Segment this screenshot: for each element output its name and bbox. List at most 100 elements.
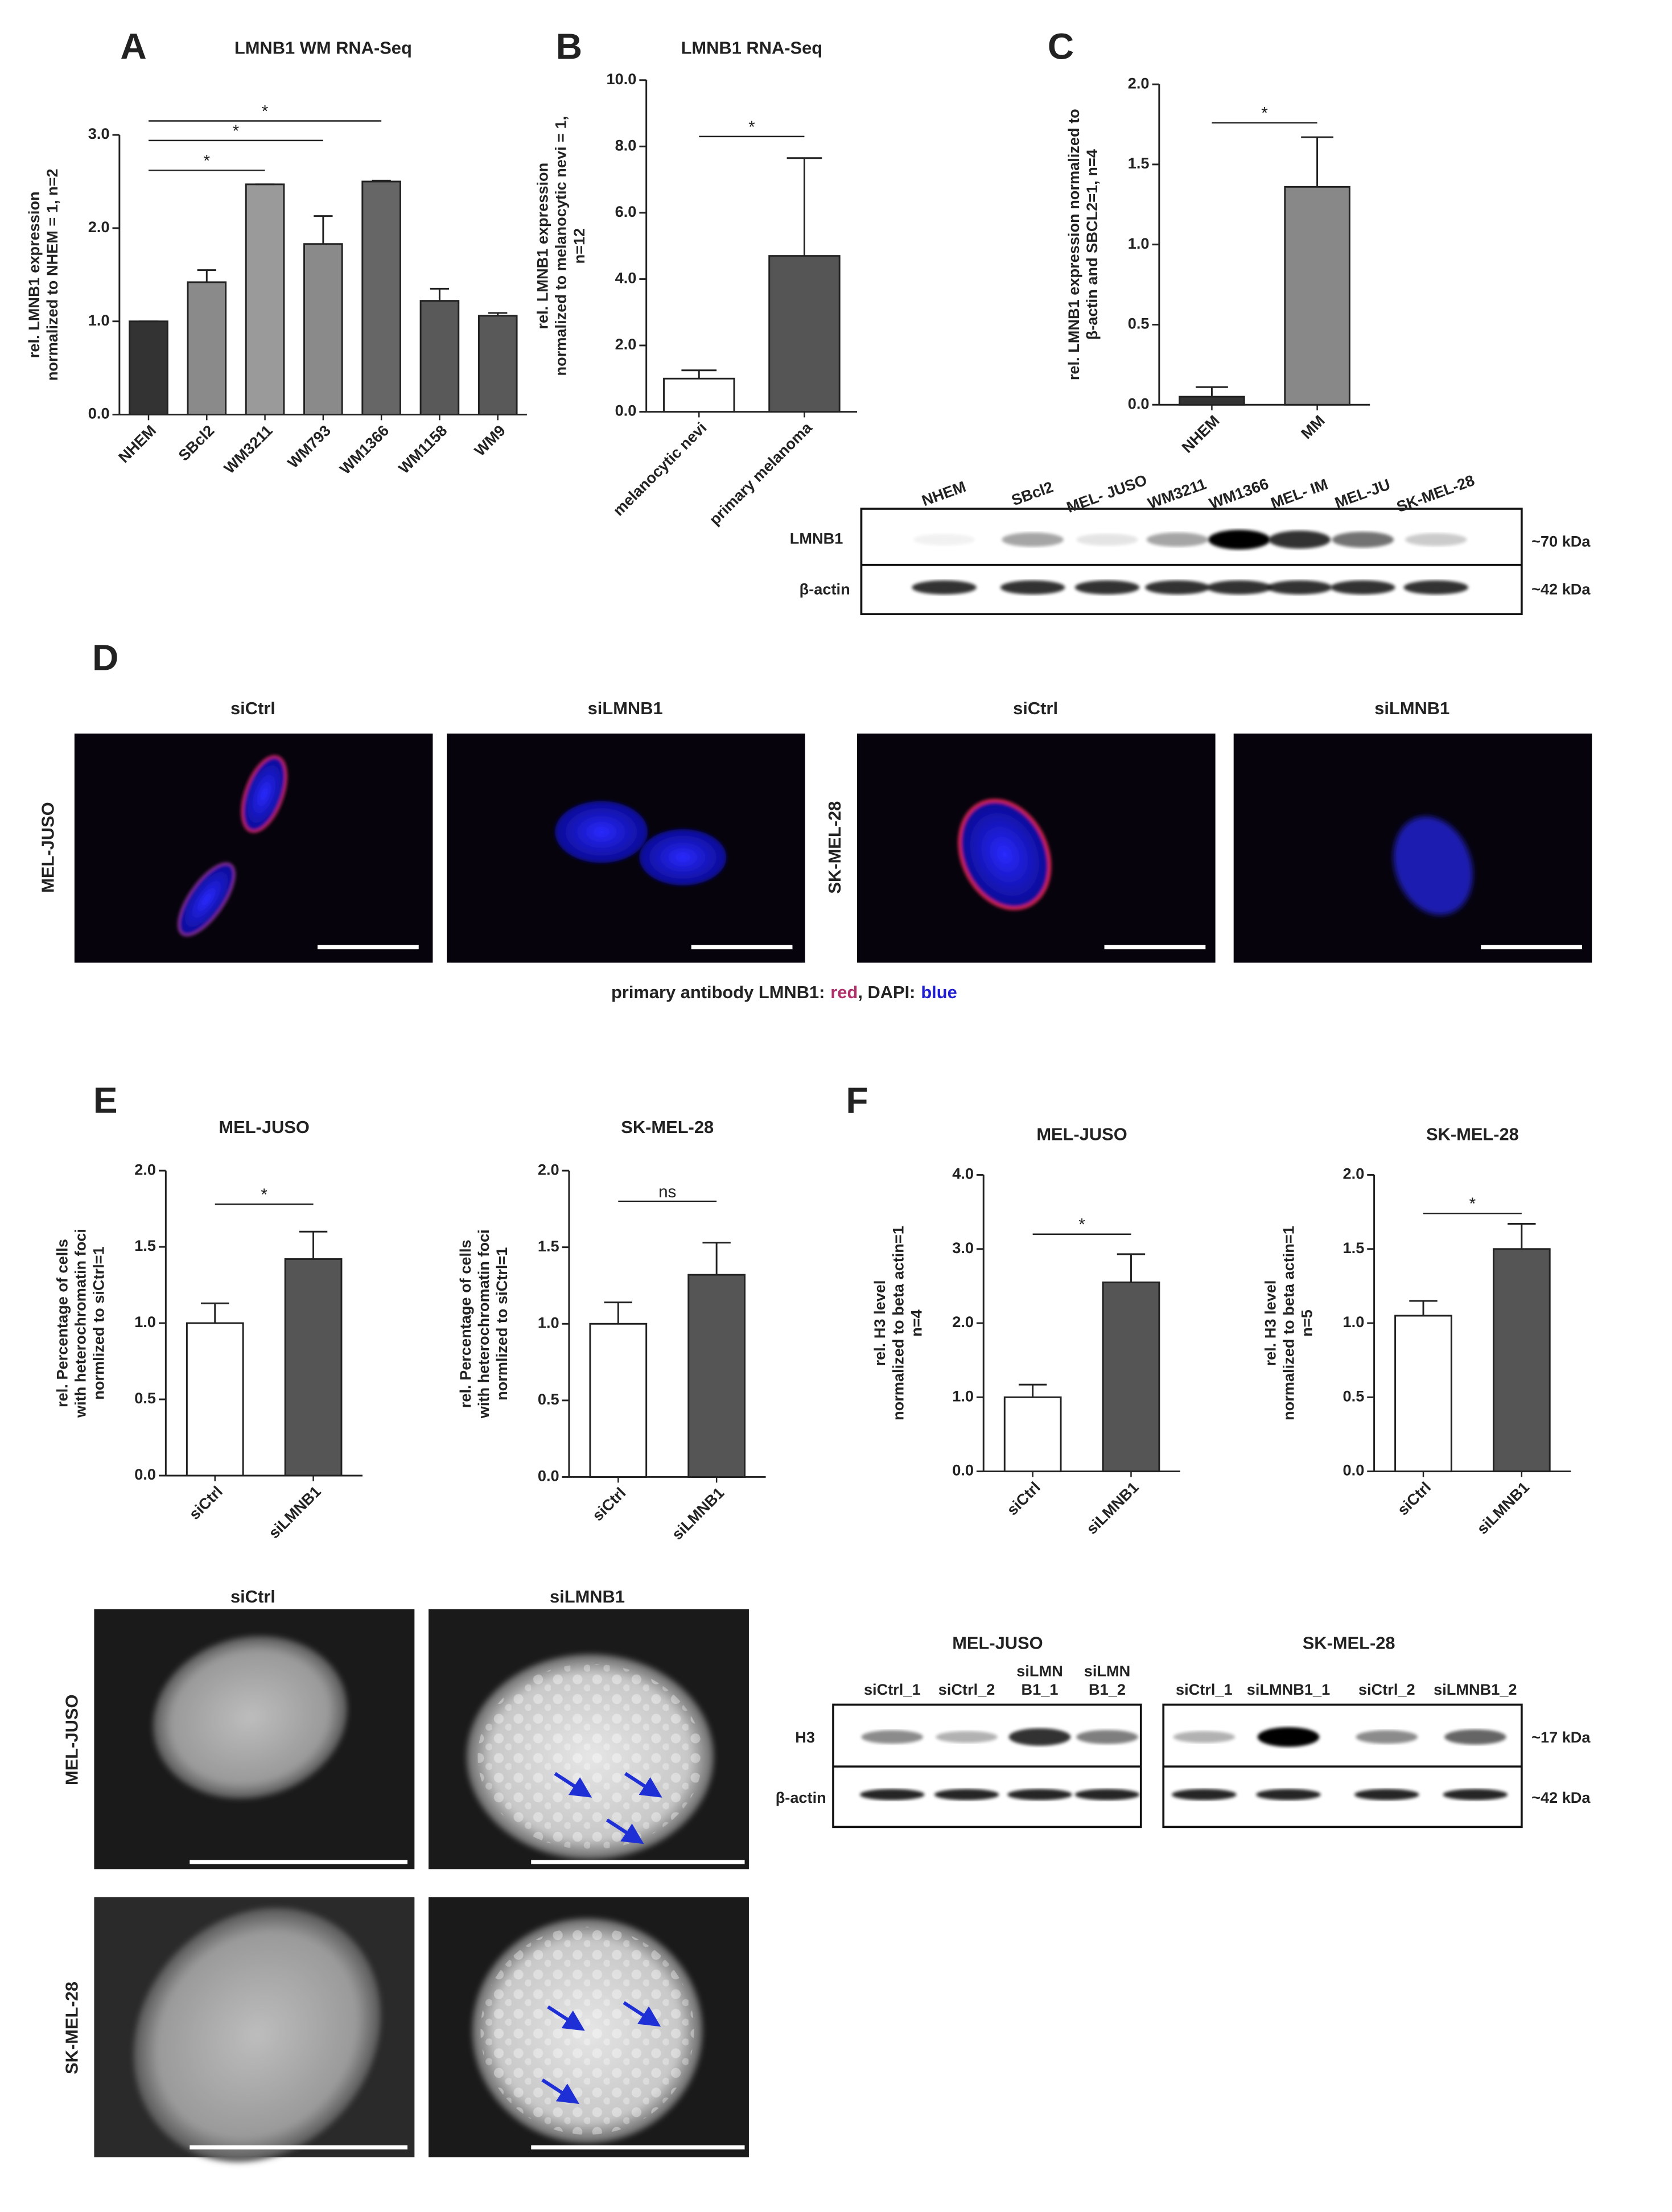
bar — [361, 180, 401, 415]
y-axis-label: normalized to beta actin=1 — [889, 1226, 907, 1420]
chart-title: LMNB1 RNA-Seq — [681, 38, 823, 58]
foci — [480, 1926, 694, 2135]
row-label: SK-MEL-28 — [62, 1982, 82, 2074]
y-tick-label: 0.5 — [134, 1389, 156, 1407]
row-label: β-actin — [776, 1789, 826, 1806]
y-axis-label: with heterochromatin foci — [475, 1229, 492, 1419]
y-tick-label: 2.0 — [538, 1160, 559, 1178]
significance-label: * — [1078, 1216, 1085, 1234]
bar — [186, 1322, 244, 1477]
foci — [477, 1663, 703, 1849]
x-tick-label: siCtrl — [1394, 1478, 1434, 1519]
lane-label: siCtrl_1 — [1176, 1680, 1233, 1698]
band — [1356, 1730, 1418, 1744]
x-tick-label: siLMNB1 — [1083, 1478, 1142, 1538]
caption-text: red — [830, 982, 858, 1002]
panel-letter: A — [120, 26, 146, 67]
cell — [555, 801, 648, 863]
band — [1007, 1789, 1072, 1801]
lane-label: siCtrl_2 — [1358, 1680, 1415, 1698]
cell — [178, 862, 236, 937]
y-tick-label: 10.0 — [607, 70, 637, 88]
chart-title: SK-MEL-28 — [1426, 1124, 1519, 1144]
x-tick-label: siLMNB1 — [668, 1484, 727, 1543]
column-label: siLMNB1 — [550, 1587, 625, 1607]
x-tick-label: siLMNB1 — [1473, 1478, 1533, 1538]
y-tick-label: 8.0 — [615, 136, 637, 154]
x-tick-label: siCtrl — [186, 1482, 226, 1523]
x-tick-label: WM1366 — [336, 422, 393, 478]
y-axis-label: normlized to siCtrl=1 — [493, 1247, 510, 1400]
panel-letter: D — [92, 637, 118, 678]
lane-label: WM3211 — [1145, 475, 1208, 512]
nucleus — [153, 1636, 348, 1799]
band — [1076, 533, 1138, 546]
lane-label: MEL-JU — [1332, 475, 1393, 512]
size-label: ~70 kDa — [1531, 532, 1591, 550]
y-tick-label: 1.0 — [88, 311, 110, 329]
y-axis-label: normalized to NHEM = 1, n=2 — [43, 168, 61, 381]
y-tick-label: 1.0 — [1128, 234, 1150, 252]
bar — [1492, 1248, 1551, 1473]
band — [1256, 1789, 1321, 1801]
size-label: ~42 kDa — [1531, 580, 1591, 598]
x-tick-label: WM9 — [471, 422, 509, 460]
image — [74, 734, 433, 963]
y-axis-label: rel. H3 level — [1262, 1280, 1279, 1366]
y-tick-label: 0.0 — [1343, 1461, 1365, 1479]
x-tick-label: siLMNB1 — [265, 1482, 324, 1542]
lane-label: SBcl2 — [1009, 478, 1056, 509]
size-label: ~42 kDa — [1531, 1789, 1591, 1806]
band — [1008, 1728, 1071, 1746]
band — [1332, 532, 1394, 548]
chart-title: MEL-JUSO — [1036, 1124, 1127, 1144]
band — [1206, 580, 1272, 595]
y-axis-label: rel. Percentage of cells — [53, 1239, 71, 1407]
row-label: H3 — [795, 1728, 815, 1746]
y-tick-label: 4.0 — [952, 1165, 974, 1183]
y-tick-label: 0.5 — [538, 1390, 559, 1408]
x-tick-label: siCtrl — [589, 1484, 629, 1525]
lane-label: MEL- IM — [1269, 475, 1330, 512]
lane-label: siLMNB1_1 — [1247, 1680, 1330, 1698]
panel-letter: F — [846, 1080, 868, 1121]
band — [1074, 1789, 1140, 1801]
y-tick-label: 1.5 — [1128, 154, 1150, 172]
band — [1354, 1789, 1419, 1801]
row-label: LMNB1 — [790, 529, 843, 547]
y-axis-label: n=4 — [907, 1309, 925, 1337]
row-label: MEL-JUSO — [62, 1695, 82, 1785]
y-axis-label: normalized to melanocytic nevi = 1, — [552, 116, 570, 376]
y-tick-label: 0.0 — [1128, 394, 1150, 412]
arrow — [623, 2001, 661, 2027]
band — [859, 1789, 925, 1801]
arrow — [547, 2005, 585, 2031]
size-label: ~17 kDa — [1531, 1728, 1591, 1746]
column-label: siLMNB1 — [1374, 698, 1449, 718]
bar — [687, 1274, 746, 1478]
y-tick-label: 0.0 — [952, 1461, 974, 1479]
bar — [1179, 396, 1245, 406]
x-tick-label: WM3211 — [220, 422, 276, 477]
band — [1443, 1789, 1508, 1801]
y-tick-label: 0.5 — [1343, 1387, 1365, 1404]
row-label: β-actin — [800, 580, 850, 598]
band — [1146, 532, 1209, 547]
y-axis-label: n=5 — [1298, 1309, 1316, 1337]
x-tick-label: melanocytic nevi — [610, 419, 710, 520]
bar — [589, 1323, 648, 1478]
x-tick-label: WM793 — [284, 422, 334, 472]
y-tick-label: 2.0 — [952, 1313, 974, 1331]
bar — [663, 377, 735, 413]
group-title: SK-MEL-28 — [1303, 1633, 1395, 1653]
microscopy-d — [74, 734, 1592, 963]
arrow — [624, 1772, 662, 1798]
caption: primary antibody LMNB1: red, DAPI: blue — [611, 982, 957, 1002]
lane-label: siCtrl_1 — [864, 1680, 921, 1698]
band — [1173, 1731, 1236, 1743]
y-axis-label: rel. LMNB1 expression normalized to — [1065, 109, 1082, 380]
x-tick-label: primary melanoma — [706, 418, 816, 528]
